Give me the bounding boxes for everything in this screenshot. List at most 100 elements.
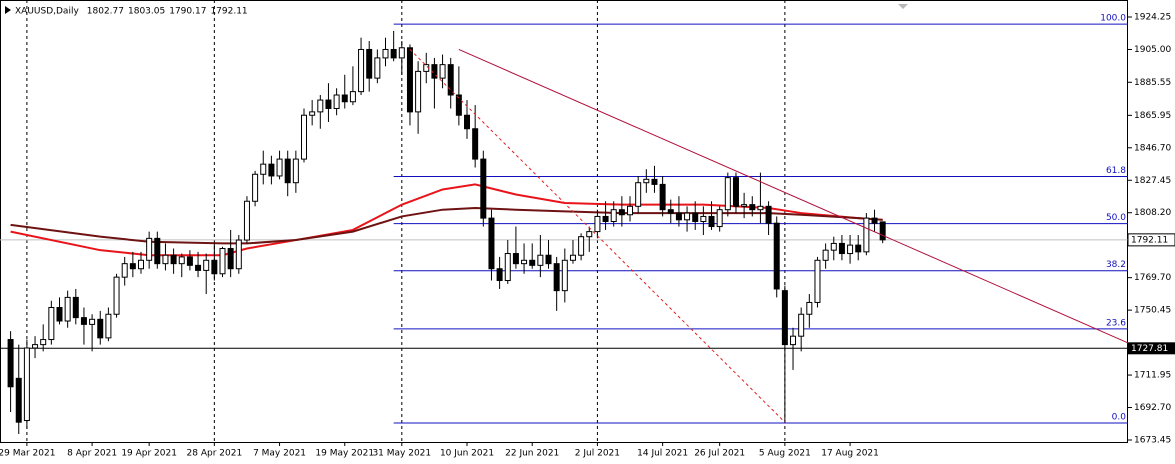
candle-body [773,222,780,290]
trendline [458,49,1129,344]
candle-body [871,217,878,224]
candle-body [561,259,568,292]
bid-label: 1792.11 [1131,235,1168,245]
candle-body [692,212,699,222]
price-label-box [1128,342,1175,355]
candle-body [814,259,821,303]
candle-body [741,204,748,207]
y-tick-label: 1808.20 [1134,208,1171,218]
candle-body [838,242,845,255]
y-tick-label: 1905.00 [1134,45,1171,55]
candle-body [64,296,71,322]
candle-body [146,237,153,261]
candle-body [358,48,365,93]
header-ohlc: 1802.77 [87,7,124,17]
candle-body [72,296,79,319]
candle-body [203,259,210,271]
candle-body [724,177,731,211]
candle-body [757,205,764,211]
candle-body [268,163,275,177]
candle-body [349,91,356,103]
candle-body [154,237,161,265]
candle-body [309,111,316,116]
candle-body [569,254,576,261]
y-tick-label: 1769.70 [1134,273,1171,283]
candle-body [162,254,169,265]
candle-body [879,221,886,241]
x-tick-label: 19 May 2021 [315,449,374,459]
x-tick-label: 8 Apr 2021 [67,449,117,459]
candle-body [578,236,585,256]
candle-body [798,313,805,337]
candle-body [276,158,283,177]
x-tick-label: 5 Aug 2021 [759,449,811,459]
candle-body [586,231,593,238]
candle-body [325,99,332,109]
candle-body [138,259,144,270]
fib-label: 61.8 [1106,166,1126,176]
candle-body [847,244,854,255]
y-tick-label: 1924.25 [1134,13,1171,23]
shift-marker [898,4,908,9]
candle-body [195,264,202,271]
candle-body [243,200,250,241]
candle-body [716,209,723,228]
candle-body [219,247,226,275]
candle-body [455,94,462,116]
candle-body [56,307,63,322]
candle-body [488,217,495,270]
fib-label: 50.0 [1106,213,1126,223]
candle-body [382,48,389,59]
candle-body [80,317,87,325]
candle-body [618,209,625,216]
candle-body [105,313,112,339]
trendline [409,49,786,423]
price-label: 1727.81 [1131,344,1168,354]
header-icon [5,6,11,14]
moving-average [10,207,883,245]
candle-body [781,290,788,346]
candle-body [121,263,128,278]
candle-body [341,94,348,103]
x-tick-label: 22 Jun 2021 [505,449,559,459]
candle-body [447,64,454,96]
candle-body [643,178,650,184]
candle-body [594,215,601,233]
header-ohlc: 1790.17 [169,7,206,17]
candle-body [732,177,739,207]
x-tick-label: 31 May 2021 [372,449,431,459]
candle-body [235,239,242,270]
y-tick-label: 1673.45 [1134,435,1171,445]
candle-body [398,47,405,59]
candle-body [521,259,528,265]
header: XAUUSD,Daily 1802.77 1803.05 1790.17 1792.1… [5,6,248,17]
candle-body [415,70,422,113]
candle-body [855,244,862,253]
y-tick-label: 1750.45 [1134,306,1171,316]
candle-body [553,263,560,292]
candle-body [602,215,609,222]
y-tick-label: 1692.70 [1134,403,1171,413]
candle-body [708,215,715,228]
x-tick-label: 7 May 2021 [253,449,306,459]
candle-body [374,57,381,79]
candle-body [97,318,104,339]
fib-label: 38.2 [1106,260,1126,270]
candle-body [89,318,96,325]
bid-label-box [1127,233,1175,247]
x-tick-label: 14 Jul 2021 [637,449,688,459]
x-tick-label: 26 Jul 2021 [694,449,745,459]
candle-body [390,48,397,59]
candle-body [863,217,870,253]
candle-body [765,205,772,224]
candle-body [178,256,185,265]
fib-label: 0.0 [1112,413,1127,423]
candle-body [610,209,617,222]
plot-frame [0,0,1128,443]
candle-body [40,339,47,346]
x-tick-label: 19 Apr 2021 [121,449,177,459]
candle-body [32,344,39,349]
candle-body [635,182,642,207]
candle-body [333,94,340,109]
